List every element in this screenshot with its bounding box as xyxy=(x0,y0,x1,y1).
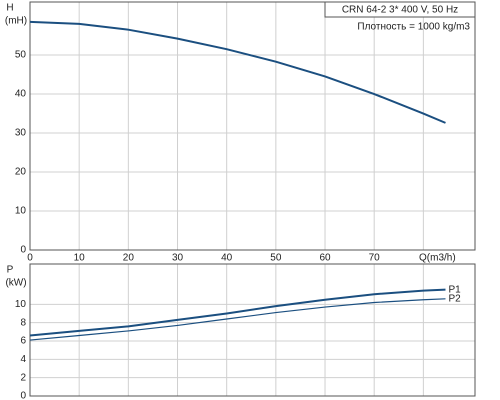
x-tick-label: 30 xyxy=(172,253,184,264)
y-tick-label: 0 xyxy=(20,245,26,256)
y-tick-label: 10 xyxy=(15,206,27,217)
y-tick-label: 6 xyxy=(20,336,26,347)
y-tick-label: 4 xyxy=(20,354,26,365)
y-axis-unit: (mH) xyxy=(5,16,27,27)
y-tick-label: 40 xyxy=(15,89,27,100)
x-tick-label: 50 xyxy=(270,253,282,264)
y-tick-label: 10 xyxy=(15,299,27,310)
curve xyxy=(29,298,446,341)
series-label: P2 xyxy=(448,293,461,304)
chart-title: CRN 64-2 3* 400 V, 50 Hz xyxy=(342,5,458,16)
x-tick-label: 40 xyxy=(221,253,233,264)
y-axis-label: P xyxy=(7,265,14,276)
y-tick-label: 30 xyxy=(15,128,27,139)
y-tick-label: 50 xyxy=(15,50,27,61)
curve xyxy=(29,20,446,124)
plot-frame xyxy=(29,1,476,251)
x-tick-label: 10 xyxy=(74,253,86,264)
title-box xyxy=(324,1,476,18)
y-tick-label: 20 xyxy=(15,167,27,178)
chart-subtitle: Плотность = 1000 kg/m3 xyxy=(357,22,470,33)
y-axis-label: H xyxy=(6,3,13,14)
x-tick-label: 70 xyxy=(369,253,381,264)
x-tick-label: 20 xyxy=(123,253,135,264)
x-tick-label: Q(m3/h) xyxy=(419,253,456,264)
y-tick-label: 2 xyxy=(20,372,26,383)
x-tick-label: 60 xyxy=(319,253,331,264)
plot-frame xyxy=(29,263,476,397)
x-tick-label: 0 xyxy=(27,253,33,264)
series-label: P1 xyxy=(448,284,461,295)
curve xyxy=(29,288,446,337)
y-axis-unit: (kW) xyxy=(5,278,26,289)
y-tick-label: 8 xyxy=(20,317,26,328)
y-tick-label: 0 xyxy=(20,391,26,400)
